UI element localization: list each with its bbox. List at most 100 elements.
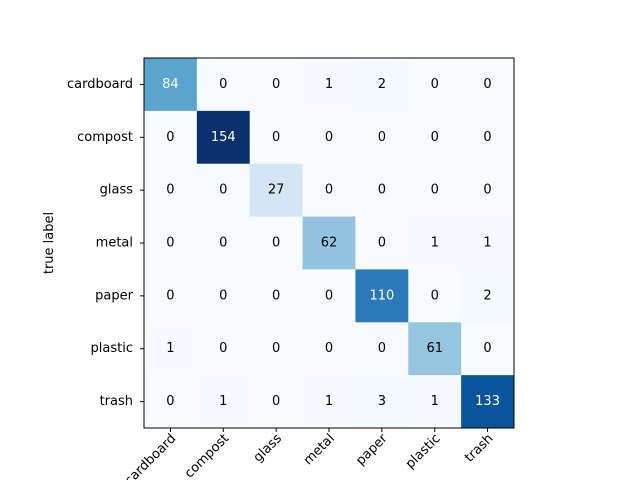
- x-tick-label: compost: [182, 431, 232, 480]
- heatmap-cell: [196, 110, 251, 165]
- x-tick-label: trash: [462, 431, 496, 465]
- cell-value-label: 0: [166, 288, 174, 303]
- heatmap-cell: [355, 322, 409, 376]
- heatmap-cell: [355, 375, 409, 429]
- heatmap-cell: [196, 375, 251, 429]
- cell-value-label: 0: [219, 77, 227, 92]
- heatmap-cell: [408, 110, 462, 165]
- cell-value-label: 0: [483, 183, 491, 198]
- cell-value-label: 27: [268, 183, 285, 198]
- heatmap-cell: [196, 322, 251, 376]
- heatmap-cell: [249, 163, 303, 217]
- heatmap-cell: [355, 216, 409, 270]
- cell-value-label: 110: [369, 288, 394, 303]
- heatmap-cell: [461, 375, 515, 429]
- cell-value-label: 84: [162, 77, 179, 92]
- heatmap-cell: [144, 216, 198, 270]
- cell-value-label: 0: [166, 130, 174, 145]
- x-tick-label: cardboard: [122, 431, 179, 480]
- cell-value-label: 0: [325, 288, 333, 303]
- x-tick-label: paper: [353, 431, 391, 469]
- heatmap-cell: [144, 110, 198, 165]
- heatmap-cell: [249, 216, 303, 270]
- cell-value-label: 0: [483, 77, 491, 92]
- cell-value-label: 0: [378, 236, 386, 251]
- y-axis-label: true label: [42, 212, 57, 274]
- heatmap-cell: [461, 269, 515, 323]
- cell-value-label: 0: [431, 288, 439, 303]
- heatmap-cell: [355, 163, 409, 217]
- heatmap-cell: [461, 216, 515, 270]
- heatmap-cell: [196, 269, 251, 323]
- cell-value-label: 154: [211, 130, 236, 145]
- cell-value-label: 0: [378, 183, 386, 198]
- heatmap-cell: [302, 163, 356, 217]
- cell-value-label: 1: [431, 394, 439, 409]
- cell-value-label: 0: [219, 288, 227, 303]
- cell-value-label: 1: [431, 236, 439, 251]
- heatmap-cell: [355, 110, 409, 165]
- cell-value-label: 0: [272, 77, 280, 92]
- heatmap-cell: [196, 216, 251, 270]
- heatmap-cell: [355, 58, 409, 112]
- cell-value-label: 61: [426, 341, 443, 356]
- cell-value-label: 0: [272, 130, 280, 145]
- cell-value-label: 2: [378, 77, 386, 92]
- heatmap-cell: [249, 110, 303, 165]
- cell-value-label: 1: [219, 394, 227, 409]
- heatmap-cell: [144, 269, 198, 323]
- x-tick-label: metal: [301, 431, 338, 468]
- cell-value-label: 0: [166, 236, 174, 251]
- heatmap-cell: [249, 375, 303, 429]
- cell-value-label: 1: [325, 394, 333, 409]
- heatmap-cell: [196, 58, 251, 112]
- cell-value-label: 0: [166, 394, 174, 409]
- y-tick-label: trash: [100, 394, 133, 409]
- heatmap-cell: [144, 163, 198, 217]
- cell-value-label: 0: [219, 183, 227, 198]
- cell-value-label: 0: [272, 236, 280, 251]
- heatmap-cell: [461, 163, 515, 217]
- cell-value-label: 0: [483, 341, 491, 356]
- cell-value-label: 0: [219, 236, 227, 251]
- cell-value-label: 1: [166, 341, 174, 356]
- cell-value-label: 0: [272, 288, 280, 303]
- heatmap-cell: [355, 269, 409, 323]
- x-tick-label: plastic: [403, 431, 444, 472]
- heatmap-cell: [249, 269, 303, 323]
- heatmap-cell: [408, 216, 462, 270]
- cell-value-label: 3: [378, 394, 386, 409]
- heatmap-cells: [144, 58, 515, 429]
- cell-value-label: 0: [272, 341, 280, 356]
- cell-value-label: 0: [325, 183, 333, 198]
- cell-value-label: 0: [378, 130, 386, 145]
- heatmap-cell: [408, 269, 462, 323]
- cell-value-label: 2: [483, 288, 491, 303]
- cell-value-label: 0: [219, 341, 227, 356]
- heatmap-cell: [144, 375, 198, 429]
- y-tick-label: metal: [96, 236, 133, 251]
- heatmap-cell: [196, 163, 251, 217]
- cell-value-label: 0: [431, 77, 439, 92]
- heatmap-cell: [461, 322, 515, 376]
- cell-value-label: 0: [325, 130, 333, 145]
- y-tick-label: plastic: [91, 341, 133, 356]
- heatmap-cell: [144, 322, 198, 376]
- heatmap-cell: [408, 322, 462, 376]
- heatmap-cell: [302, 110, 356, 165]
- cell-value-label: 0: [431, 130, 439, 145]
- y-tick-label: glass: [100, 183, 134, 198]
- cell-value-label: 0: [272, 394, 280, 409]
- heatmap-cell: [302, 58, 356, 112]
- cell-value-label: 133: [475, 394, 500, 409]
- y-axis-ticks: cardboard compost glass metal paper plastic tr…: [67, 77, 144, 409]
- heatmap-cell: [302, 216, 356, 270]
- y-tick-label: paper: [95, 288, 133, 303]
- cell-value-label: 0: [325, 341, 333, 356]
- heatmap-cell: [408, 58, 462, 112]
- heatmap-cell: [302, 375, 356, 429]
- cell-value-label: 1: [483, 236, 491, 251]
- heatmap-cell: [144, 58, 198, 112]
- heatmap-cell: [249, 322, 303, 376]
